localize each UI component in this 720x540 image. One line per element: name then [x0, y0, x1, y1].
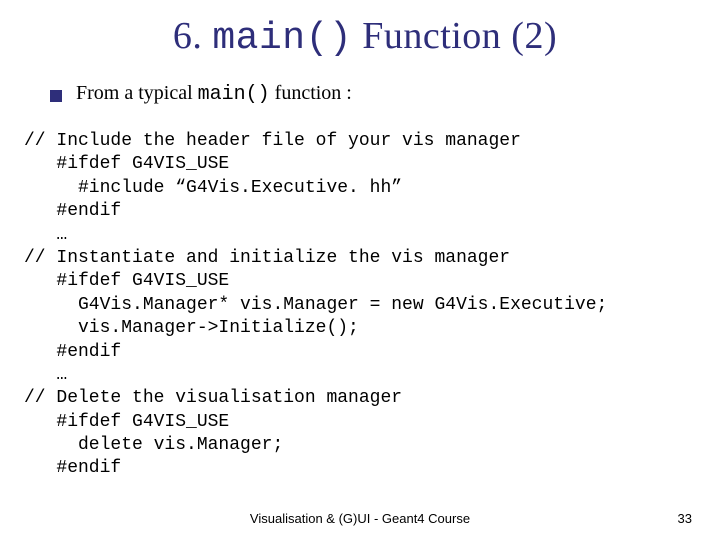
bullet-text: From a typical main() function :	[76, 82, 352, 106]
footer-center: Visualisation & (G)UI - Geant4 Course	[0, 511, 720, 526]
footer: Visualisation & (G)UI - Geant4 Course 33	[0, 511, 720, 526]
title-mono: main()	[212, 17, 352, 60]
title-suffix: Function (2)	[352, 15, 557, 57]
bullet-prefix: From a typical	[76, 82, 198, 104]
bullet-suffix: function :	[270, 82, 352, 104]
bullet-row: From a typical main() function :	[50, 82, 680, 106]
bullet-mono: main()	[198, 83, 270, 106]
slide: 6. main() Function (2) From a typical ma…	[0, 0, 720, 540]
slide-title: 6. main() Function (2)	[50, 14, 680, 60]
code-block: // Include the header file of your vis m…	[24, 130, 680, 481]
page-number: 33	[678, 511, 692, 526]
square-bullet-icon	[50, 90, 62, 102]
title-prefix: 6.	[173, 15, 213, 57]
